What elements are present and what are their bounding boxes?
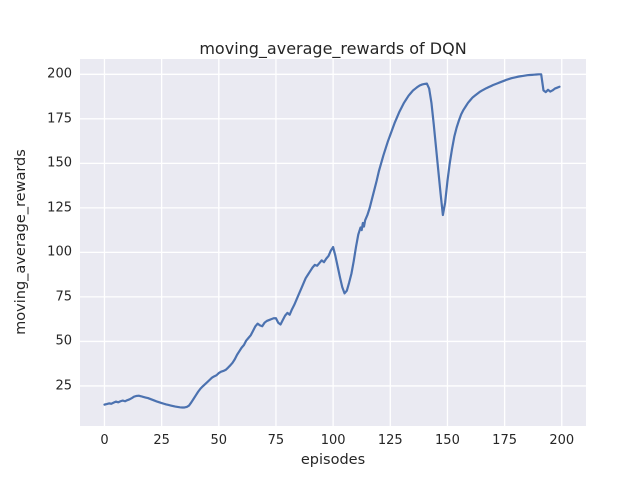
x-tick-label: 100 <box>320 433 346 448</box>
y-tick-label: 150 <box>47 155 72 171</box>
plot-area <box>80 59 586 426</box>
y-tick-label: 175 <box>47 111 72 127</box>
plot-canvas <box>80 59 586 426</box>
x-tick-label: 125 <box>377 433 403 448</box>
y-tick-label: 50 <box>55 333 72 349</box>
x-tick-label: 200 <box>549 433 575 448</box>
y-axis-label: moving_average_rewards <box>13 149 29 335</box>
y-tick-label: 200 <box>47 66 72 82</box>
y-tick-label: 25 <box>55 378 72 394</box>
x-tick-label: 75 <box>267 433 285 448</box>
x-tick-label: 175 <box>492 433 518 448</box>
x-tick-label: 0 <box>100 433 109 448</box>
y-tick-label: 75 <box>55 289 72 305</box>
x-tick-label: 50 <box>210 433 228 448</box>
x-axis-label: episodes <box>300 452 366 468</box>
x-tick-label: 150 <box>435 433 460 448</box>
x-tick-label: 25 <box>153 433 170 448</box>
y-tick-label: 100 <box>47 244 72 260</box>
y-tick-label: 125 <box>47 200 72 216</box>
reward-line <box>103 73 561 409</box>
chart-title: moving_average_rewards of DQN <box>199 39 467 58</box>
